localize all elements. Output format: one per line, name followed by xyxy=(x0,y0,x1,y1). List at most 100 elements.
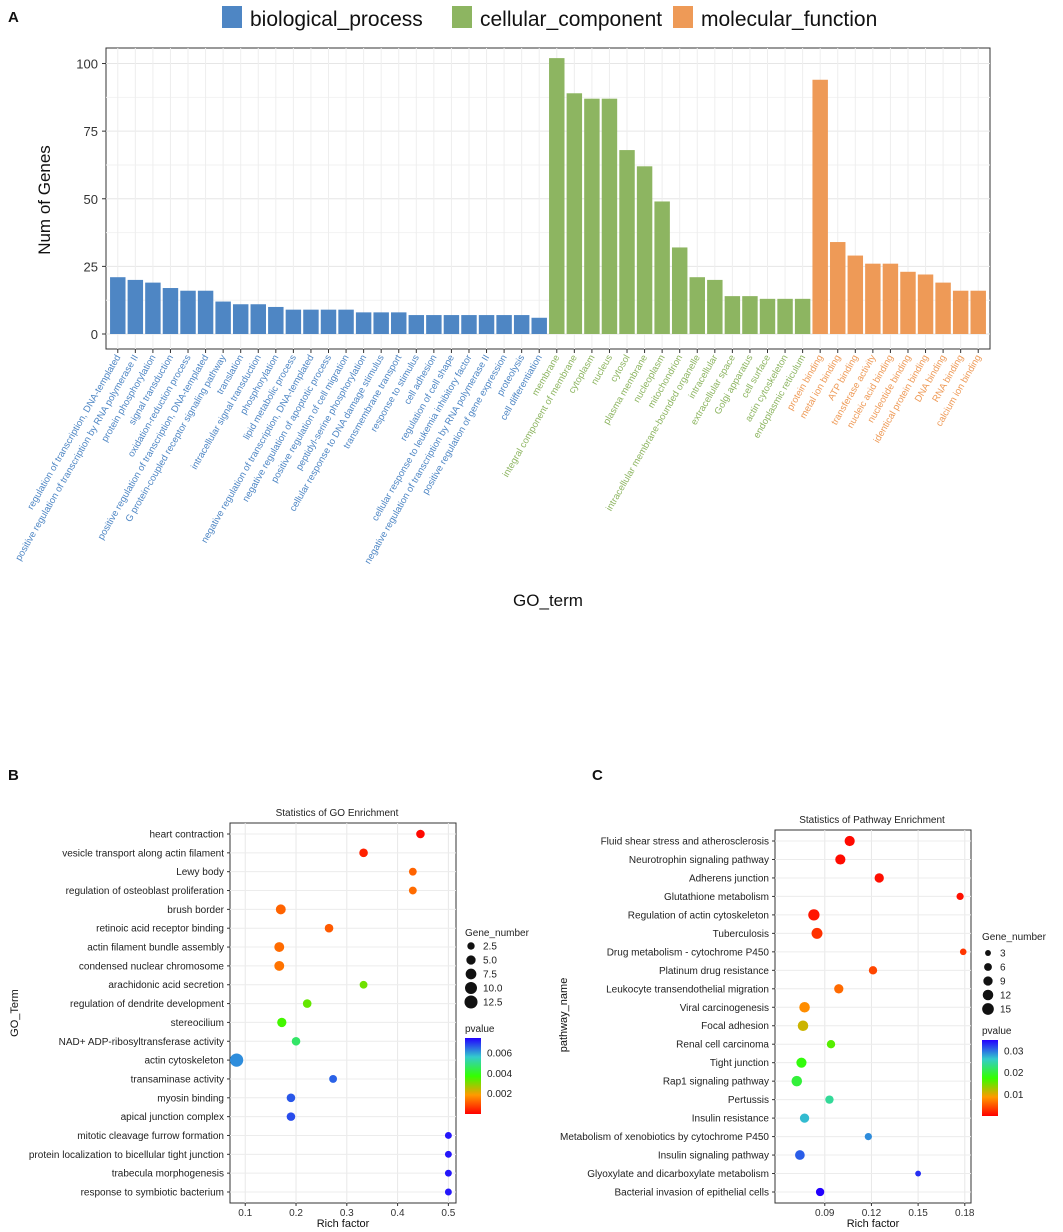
bar xyxy=(619,150,635,334)
bar xyxy=(197,290,214,334)
dot-point xyxy=(799,1001,810,1013)
bar xyxy=(830,242,846,334)
y-term-label: Tight junction xyxy=(710,1058,769,1069)
dot-point xyxy=(956,892,964,901)
y-term-label: Renal cell carcinoma xyxy=(676,1040,769,1051)
size-legend-label: 2.5 xyxy=(483,942,497,953)
dot-point xyxy=(444,1132,452,1139)
size-legend-dot xyxy=(982,989,994,1001)
dot-point xyxy=(444,1188,452,1196)
dot-point xyxy=(864,1132,872,1141)
panel-a-y-axis-title: Num of Genes xyxy=(35,145,54,255)
dot-point xyxy=(324,923,334,933)
bar xyxy=(513,315,530,334)
legend-swatch xyxy=(452,6,472,28)
panel-label-c: C xyxy=(592,767,603,784)
y-term-label: regulation of osteoblast proliferation xyxy=(66,886,224,897)
panel-c-size-legend-title: Gene_number xyxy=(982,932,1047,943)
color-legend-label: 0.03 xyxy=(1004,1046,1024,1057)
dot-point xyxy=(359,980,368,989)
panel-c-y-axis-title: pathway_name xyxy=(558,978,570,1053)
y-term-label: stereocilium xyxy=(171,1018,224,1029)
dot-point xyxy=(275,904,286,915)
bar xyxy=(180,290,196,334)
bar xyxy=(496,315,512,334)
color-legend-label: 0.004 xyxy=(487,1069,512,1080)
dot-point xyxy=(796,1057,807,1068)
x-tick-label: 0.2 xyxy=(289,1208,303,1219)
y-term-label: retinoic acid receptor binding xyxy=(96,924,224,935)
y-term-label: NAD+ ADP-ribosyltransferase activity xyxy=(59,1037,224,1048)
y-term-label: Regulation of actin cytoskeleton xyxy=(628,910,769,921)
bar xyxy=(391,312,407,334)
size-legend-dot xyxy=(466,955,476,965)
x-tick-label: 0.4 xyxy=(391,1208,405,1219)
y-term-label: trabecula morphogenesis xyxy=(112,1169,224,1180)
y-term-label: Platinum drug resistance xyxy=(659,966,769,977)
y-term-label: Focal adhesion xyxy=(701,1021,769,1032)
panel-c-color-bar xyxy=(982,1040,998,1116)
y-term-label: Drug metabolism - cytochrome P450 xyxy=(607,947,770,958)
y-term-label: actin filament bundle assembly xyxy=(87,943,224,954)
legend-label: cellular_component xyxy=(480,8,662,31)
y-term-label: Glyoxylate and dicarboxylate metabolism xyxy=(587,1169,769,1180)
panel-c-x-axis-title: Rich factor xyxy=(847,1218,900,1230)
panel-b-color-legend-title: pvalue xyxy=(465,1024,495,1035)
size-legend-dot xyxy=(984,963,992,971)
bar xyxy=(935,282,951,334)
bar xyxy=(285,309,302,334)
size-legend-label: 5.0 xyxy=(483,956,497,967)
y-term-label: transaminase activity xyxy=(131,1074,224,1085)
color-legend-label: 0.01 xyxy=(1004,1090,1024,1101)
bar xyxy=(724,296,741,334)
bar xyxy=(917,274,934,334)
bar xyxy=(601,98,618,334)
y-tick-label: 75 xyxy=(84,124,98,139)
y-term-label: vesicle transport along actin filament xyxy=(62,848,224,859)
dot-point xyxy=(797,1020,809,1032)
size-legend-dot xyxy=(464,995,478,1009)
bar xyxy=(777,298,793,334)
dot-point xyxy=(444,1150,452,1158)
dot-point xyxy=(359,848,368,858)
size-legend-dot xyxy=(983,976,993,986)
bar xyxy=(812,79,828,334)
y-tick-label: 25 xyxy=(84,259,98,274)
panel-c-color-legend-title: pvalue xyxy=(982,1026,1012,1037)
y-term-label: apical junction complex xyxy=(121,1112,224,1123)
y-term-label: Lewy body xyxy=(176,867,224,878)
panel-a-bar-chart: biological_process cellular_component mole… xyxy=(13,6,991,610)
bar xyxy=(952,290,969,334)
bar xyxy=(355,312,372,334)
dot-point xyxy=(286,1112,296,1121)
bar xyxy=(584,98,600,334)
dot-point xyxy=(844,835,855,847)
panel-a-legend: biological_process cellular_component mole… xyxy=(222,6,877,31)
dot-point xyxy=(799,1113,810,1123)
bar xyxy=(250,304,266,334)
x-tick-label: 0.12 xyxy=(862,1208,882,1219)
size-legend-label: 15 xyxy=(1000,1005,1012,1016)
y-term-label: Tuberculosis xyxy=(713,929,769,940)
dot-point xyxy=(815,1187,825,1197)
y-term-label: protein localization to bicellular tight… xyxy=(29,1150,224,1161)
bar xyxy=(531,317,547,334)
color-legend-label: 0.002 xyxy=(487,1089,512,1100)
panel-label-a: A xyxy=(8,9,19,26)
bar xyxy=(549,58,565,334)
bar xyxy=(847,255,864,334)
dot-point xyxy=(808,909,820,921)
y-term-label: Leukocyte transendothelial migration xyxy=(606,984,769,995)
size-legend-dot xyxy=(465,982,477,994)
y-term-label: Adherens junction xyxy=(689,873,769,884)
dot-point xyxy=(874,873,884,883)
dot-point xyxy=(795,1150,805,1160)
panel-c-scatter-chart: Statistics of Pathway Enrichment Fluid s… xyxy=(558,815,1047,1230)
bar xyxy=(865,263,881,334)
bar xyxy=(373,312,389,334)
legend-swatch xyxy=(222,6,242,28)
bar xyxy=(900,271,916,334)
dot-point xyxy=(868,966,878,975)
bar xyxy=(303,309,319,334)
